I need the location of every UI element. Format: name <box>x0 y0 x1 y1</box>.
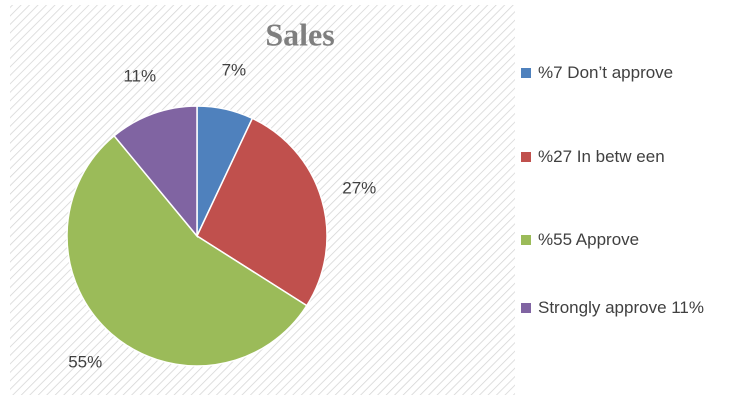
legend-marker <box>521 303 531 313</box>
pie-slice <box>196 117 328 307</box>
data-label: 27% <box>342 178 376 197</box>
legend-entry: %55 Approve <box>538 230 640 249</box>
legend-marker <box>521 235 531 245</box>
legend-entry: %27 In betw een <box>538 147 665 166</box>
chart-title: Sales <box>265 16 334 52</box>
legend-entry: Strongly approve 11% <box>538 298 705 317</box>
legend-entry: %7 Don’t approve <box>538 63 674 82</box>
legend-marker <box>521 152 531 162</box>
data-label: 55% <box>68 352 102 371</box>
pie-slice <box>113 105 198 239</box>
pie-slice <box>66 134 308 367</box>
legend-marker <box>521 68 531 78</box>
data-label: 7% <box>222 61 247 80</box>
data-label: 11% <box>123 66 156 85</box>
